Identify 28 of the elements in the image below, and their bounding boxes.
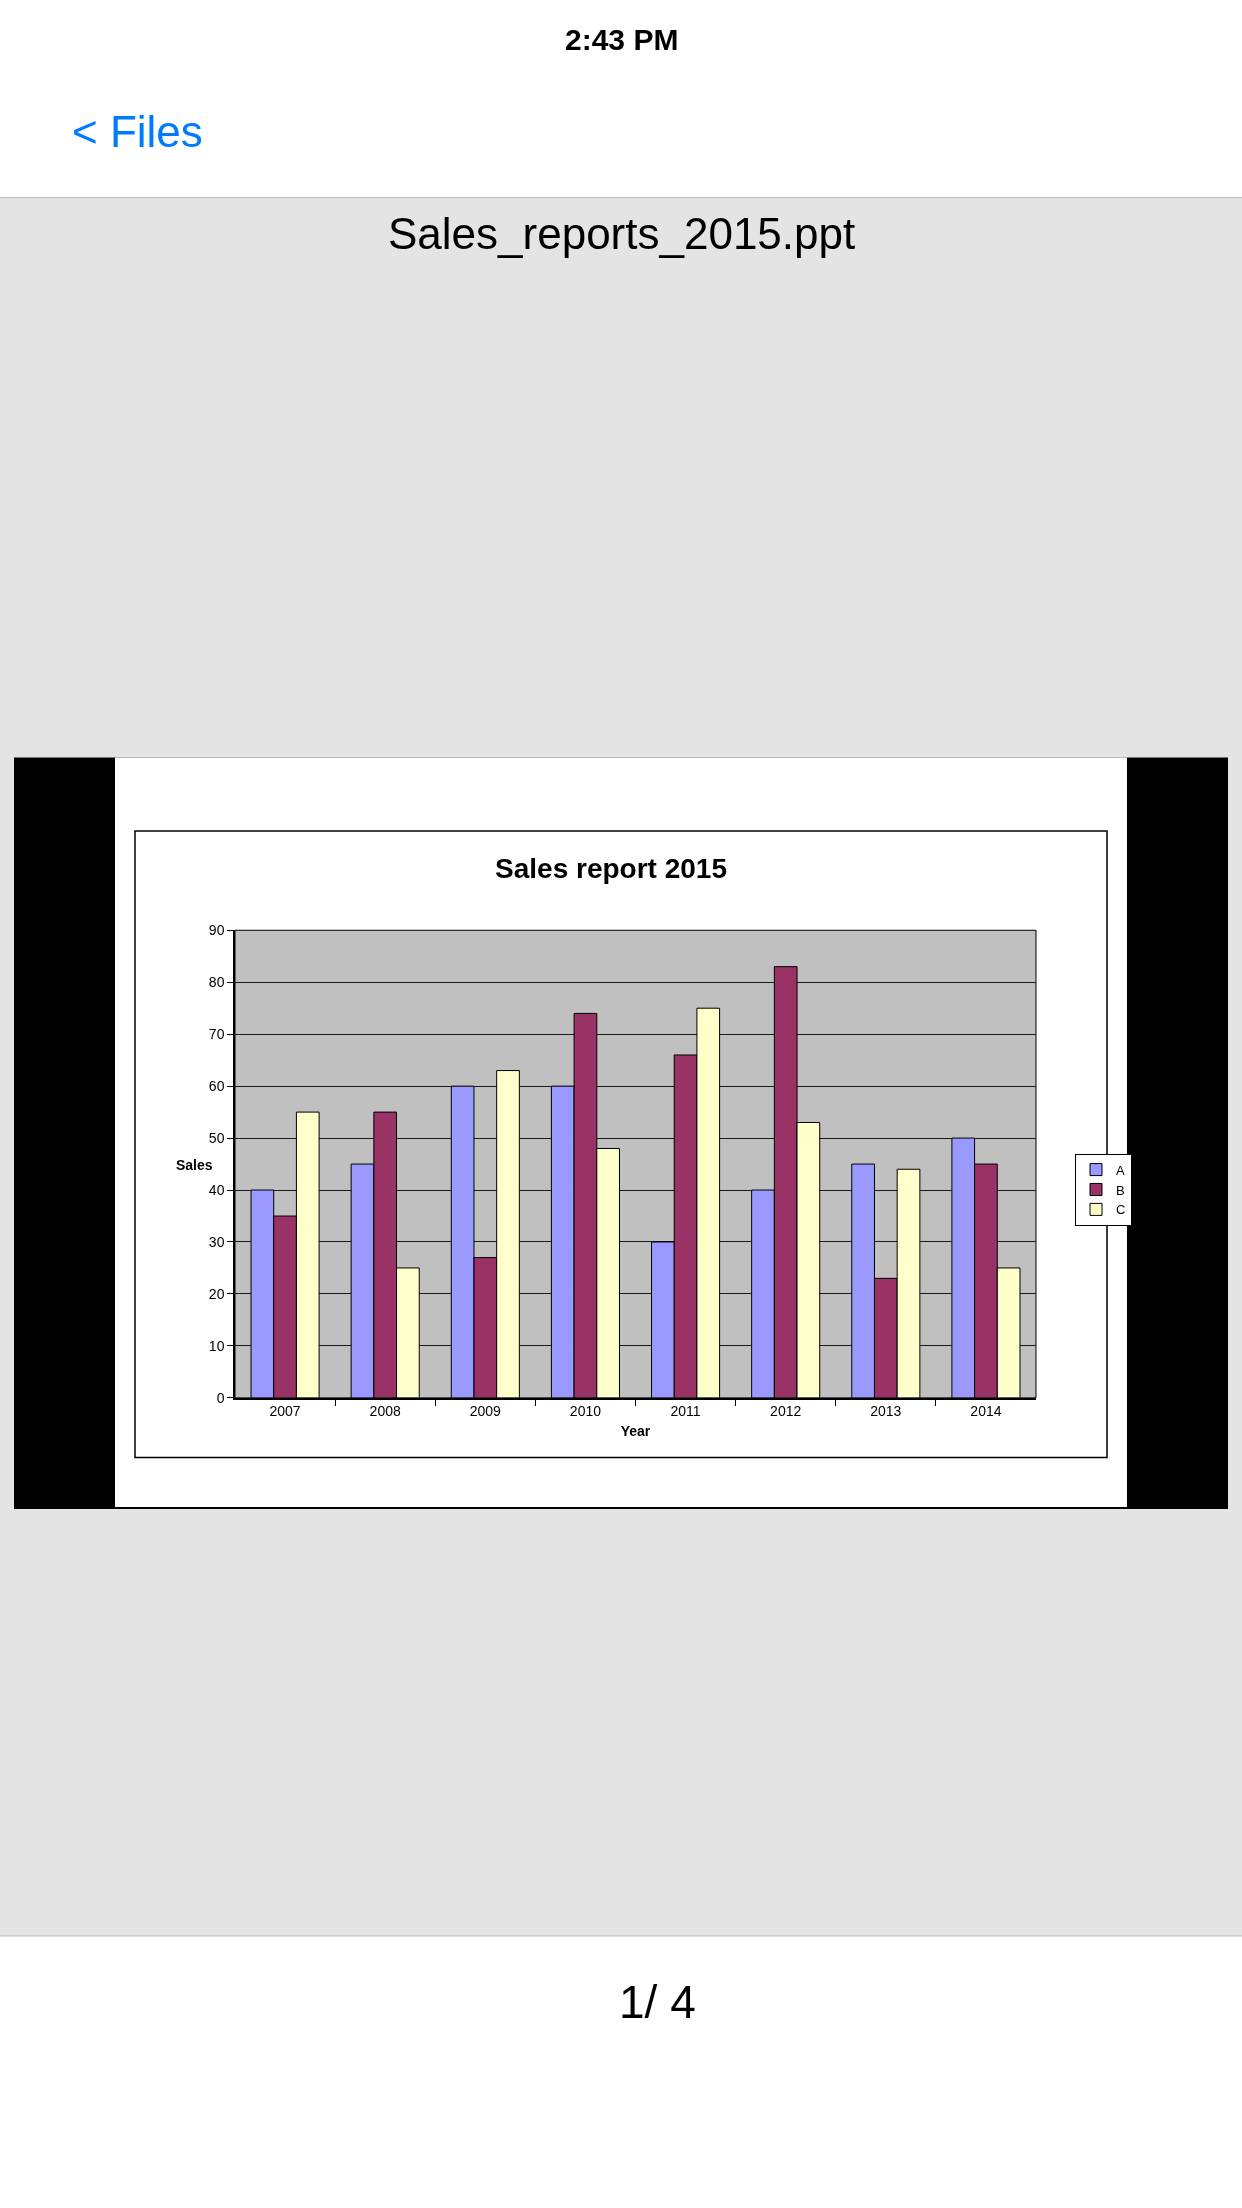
x-tick-label: 2008 xyxy=(369,1403,401,1420)
x-tick-label: 2012 xyxy=(770,1403,802,1420)
y-tick-label: 30 xyxy=(208,1233,225,1250)
x-tick-label: 2014 xyxy=(970,1403,1002,1420)
y-tick-label: 90 xyxy=(208,922,225,939)
x-tick-label: 2010 xyxy=(569,1403,602,1420)
y-tick-label: 80 xyxy=(208,974,225,991)
x-tick-label: 2009 xyxy=(469,1403,502,1420)
x-axis-title: Year xyxy=(620,1423,651,1440)
legend-label: C xyxy=(1116,1202,1126,1218)
x-tick-label: 2013 xyxy=(870,1403,902,1420)
x-tick-label: 2007 xyxy=(269,1403,301,1420)
text: 1/ 4 xyxy=(619,1976,696,2028)
y-tick-label: 60 xyxy=(208,1078,225,1095)
y-tick-label: 70 xyxy=(208,1026,225,1043)
y-tick-label: 50 xyxy=(208,1129,225,1146)
legend-label: A xyxy=(1116,1162,1125,1178)
text: 2:43 PM xyxy=(565,23,679,56)
text: Sales_reports_2015.ppt xyxy=(388,209,856,258)
y-tick-label: 40 xyxy=(208,1181,225,1198)
text: < Files xyxy=(72,107,203,156)
y-axis-title: Sales xyxy=(176,1157,213,1173)
x-tick-label: 2011 xyxy=(670,1403,701,1420)
y-tick-label: 0 xyxy=(216,1389,225,1406)
chart-title: Sales report 2015 xyxy=(495,852,727,884)
y-tick-label: 10 xyxy=(208,1337,225,1354)
y-tick-label: 20 xyxy=(208,1285,225,1302)
legend-label: B xyxy=(1116,1182,1125,1198)
